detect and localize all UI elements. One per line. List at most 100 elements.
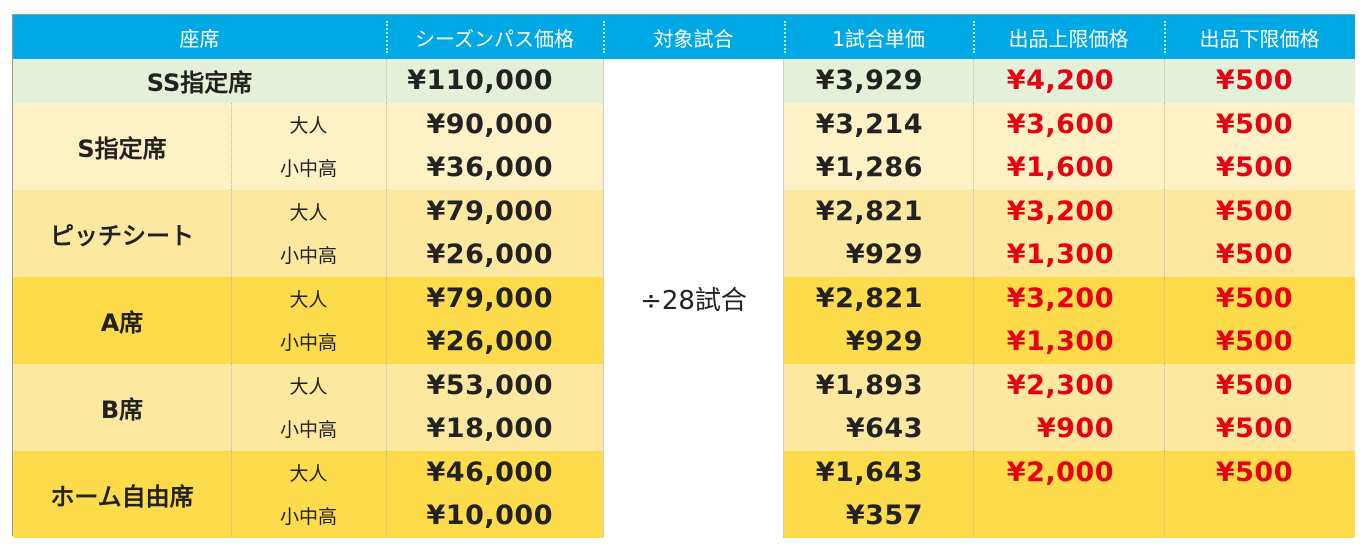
season-price: ¥79,000 xyxy=(426,195,553,227)
header-cell: 出品上限価格 xyxy=(1008,26,1129,51)
seat-name: SS指定席 xyxy=(146,69,253,98)
header-divider xyxy=(973,21,975,53)
sub-label: 大人 xyxy=(289,375,328,398)
season-price: ¥110,000 xyxy=(407,65,553,97)
seat-name: B席 xyxy=(100,395,144,424)
lower-price: ¥500 xyxy=(1215,152,1293,184)
header-cell: シーズンパス価格 xyxy=(415,26,574,51)
season-price: ¥53,000 xyxy=(426,369,553,401)
unit-price: ¥3,929 xyxy=(815,65,923,97)
divider xyxy=(386,189,387,277)
divider xyxy=(231,102,232,190)
sub-label: 小中高 xyxy=(279,245,337,268)
season-price: ¥36,000 xyxy=(426,152,553,184)
group-bg xyxy=(13,450,603,538)
group-bg xyxy=(784,102,1355,190)
seat-name: ホーム自由席 xyxy=(50,482,194,511)
header-cell: 対象試合 xyxy=(653,26,734,51)
group-bg xyxy=(784,189,1355,277)
header-divider xyxy=(1164,21,1166,53)
table: 座席 シーズンパス価格 対象試合 1試合単価 出品上限価格 出品下限価格 SS指定席 ¥110… xyxy=(12,14,1355,538)
divider xyxy=(386,450,387,538)
divider xyxy=(1164,276,1165,364)
sub-label: 大人 xyxy=(289,114,328,137)
header-divider xyxy=(784,21,786,53)
unit-price: ¥929 xyxy=(845,326,923,358)
upper-price: ¥2,300 xyxy=(1006,369,1114,401)
upper-price: ¥3,200 xyxy=(1006,195,1114,227)
lower-price: ¥500 xyxy=(1215,108,1293,140)
upper-price: ¥1,300 xyxy=(1006,239,1114,271)
divider xyxy=(231,450,232,538)
season-price: ¥46,000 xyxy=(426,456,553,488)
lower-price: ¥500 xyxy=(1215,195,1293,227)
season-price: ¥79,000 xyxy=(426,282,553,314)
upper-price: ¥1,600 xyxy=(1006,152,1114,184)
divider xyxy=(973,59,974,103)
target-text: ÷28試合 xyxy=(640,285,747,316)
unit-price: ¥2,821 xyxy=(815,282,923,314)
lower-price: ¥500 xyxy=(1215,413,1293,445)
unit-price: ¥1,286 xyxy=(815,152,923,184)
divider xyxy=(973,363,974,451)
unit-price: ¥929 xyxy=(845,239,923,271)
unit-price: ¥1,893 xyxy=(815,369,923,401)
header-divider xyxy=(603,21,605,53)
group-bg xyxy=(784,450,1355,538)
divider xyxy=(1164,450,1165,538)
divider xyxy=(386,102,387,190)
header-cell: 1試合単価 xyxy=(832,26,925,51)
seat-name: S指定席 xyxy=(77,134,167,163)
upper-price: ¥3,600 xyxy=(1006,108,1114,140)
group-bg xyxy=(13,363,603,451)
group-bg xyxy=(784,276,1355,364)
divider xyxy=(1164,102,1165,190)
header-bar xyxy=(13,15,1355,59)
sub-label: 小中高 xyxy=(279,419,337,442)
upper-price: ¥900 xyxy=(1036,413,1114,445)
sub-label: 小中高 xyxy=(279,506,337,529)
lower-price: ¥500 xyxy=(1215,326,1293,358)
unit-price: ¥3,214 xyxy=(815,108,923,140)
lower-price: ¥500 xyxy=(1215,282,1293,314)
divider xyxy=(231,363,232,451)
lower-price: ¥500 xyxy=(1215,456,1293,488)
divider xyxy=(231,276,232,364)
divider xyxy=(973,276,974,364)
lower-price: ¥500 xyxy=(1215,65,1293,97)
sub-label: 大人 xyxy=(289,201,328,224)
season-price: ¥10,000 xyxy=(426,500,553,532)
sub-label: 大人 xyxy=(289,462,328,485)
group-bg xyxy=(13,276,603,364)
lower-price: ¥500 xyxy=(1215,239,1293,271)
divider xyxy=(231,189,232,277)
season-price: ¥90,000 xyxy=(426,108,553,140)
group-bg xyxy=(13,59,603,103)
group-bg xyxy=(784,363,1355,451)
upper-price: ¥4,200 xyxy=(1006,65,1114,97)
divider xyxy=(386,59,387,103)
unit-price: ¥1,643 xyxy=(815,456,923,488)
unit-price: ¥2,821 xyxy=(815,195,923,227)
upper-price: ¥1,300 xyxy=(1006,326,1114,358)
upper-price: ¥2,000 xyxy=(1006,456,1114,488)
divider xyxy=(1164,363,1165,451)
unit-price: ¥643 xyxy=(845,413,923,445)
group-bg xyxy=(13,102,603,190)
divider xyxy=(1164,189,1165,277)
upper-price: ¥3,200 xyxy=(1006,282,1114,314)
divider xyxy=(973,102,974,190)
divider xyxy=(973,189,974,277)
sub-label: 小中高 xyxy=(279,158,337,181)
divider xyxy=(386,276,387,364)
season-price: ¥26,000 xyxy=(426,239,553,271)
group-bg xyxy=(13,189,603,277)
divider xyxy=(973,450,974,538)
header-cell: 座席 xyxy=(179,26,220,51)
season-price: ¥18,000 xyxy=(426,413,553,445)
sub-label: 小中高 xyxy=(279,332,337,355)
divider xyxy=(386,363,387,451)
season-price: ¥26,000 xyxy=(426,326,553,358)
target-cell xyxy=(603,59,784,538)
sub-label: 大人 xyxy=(289,288,328,311)
